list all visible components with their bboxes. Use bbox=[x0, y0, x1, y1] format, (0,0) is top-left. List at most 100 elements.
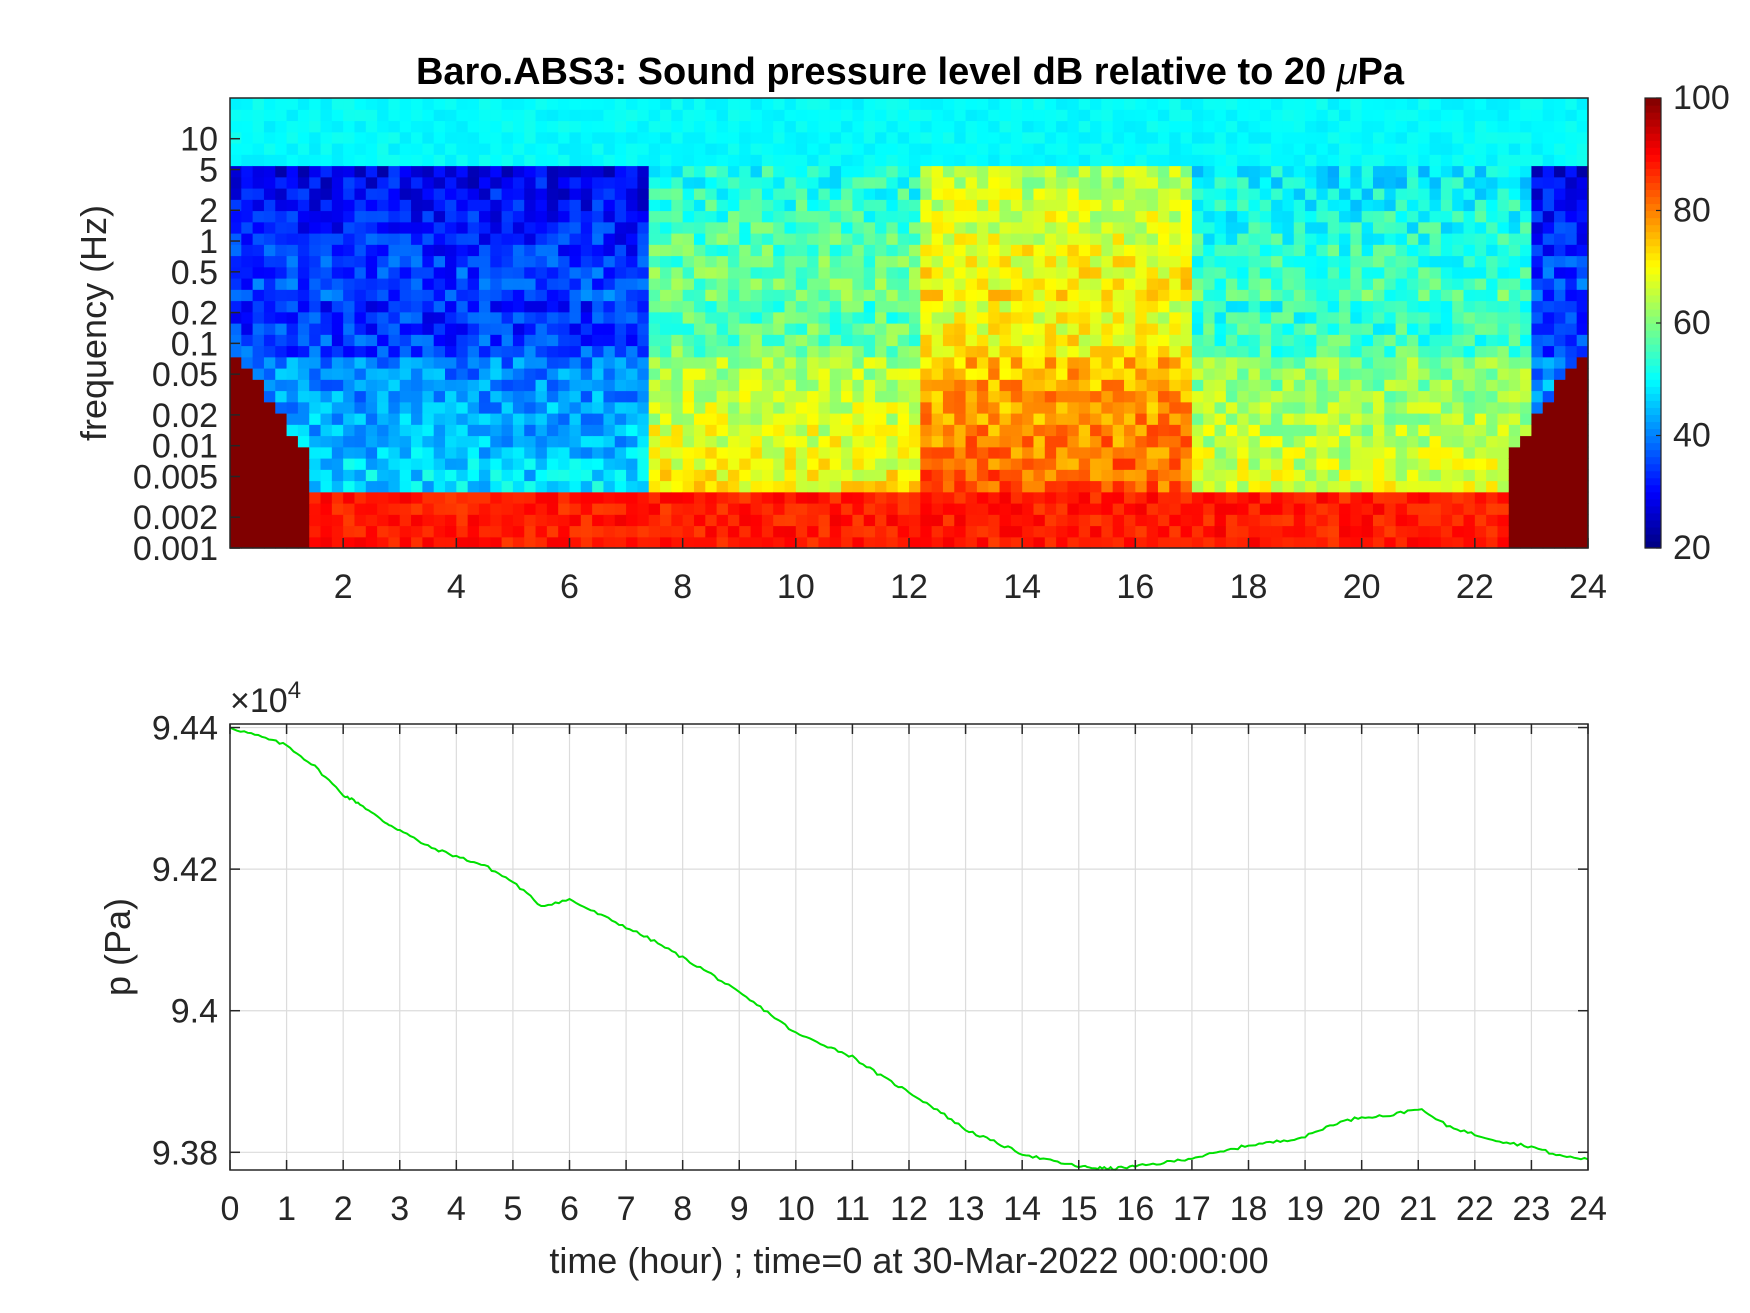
spectrogram-cell bbox=[445, 390, 457, 403]
spectrogram-cell bbox=[603, 469, 616, 482]
spectrogram-cell bbox=[467, 368, 480, 380]
spectrogram-cell bbox=[1157, 356, 1170, 369]
spectrogram-cell bbox=[1474, 334, 1487, 347]
spectrogram-cell bbox=[365, 154, 378, 167]
spectrogram-cell bbox=[275, 458, 288, 470]
spectrogram-cell bbox=[1531, 379, 1544, 392]
spectrogram-cell bbox=[1282, 244, 1295, 257]
spectrogram-cell bbox=[784, 289, 797, 302]
spectrogram-cell bbox=[297, 323, 310, 335]
spectrogram-cell bbox=[807, 424, 820, 437]
spectrogram-cell bbox=[1305, 480, 1317, 493]
spectrogram-cell bbox=[637, 458, 650, 470]
spectrogram-cell bbox=[773, 255, 786, 268]
spectrogram-cell bbox=[1124, 233, 1136, 245]
spectrogram-cell bbox=[1225, 480, 1238, 493]
spectrogram-cell bbox=[1180, 525, 1193, 538]
spectrogram-cell bbox=[286, 176, 299, 189]
spectrogram-cell bbox=[739, 446, 752, 459]
spectrogram-cell bbox=[682, 131, 695, 144]
spectrogram-cell bbox=[1542, 379, 1555, 392]
spectrogram-cell bbox=[1180, 458, 1193, 470]
spectrogram-cell bbox=[241, 536, 254, 549]
spectrogram-cell bbox=[445, 289, 457, 302]
spectrogram-cell bbox=[490, 199, 503, 212]
spectrogram-cell bbox=[1259, 435, 1272, 448]
colorbar-segment bbox=[1645, 140, 1661, 148]
spectrogram-cell bbox=[909, 514, 921, 527]
spectrogram-cell bbox=[343, 199, 356, 212]
spectrogram-cell bbox=[263, 278, 276, 290]
spectrogram-cell bbox=[1361, 131, 1374, 144]
spectrogram-cell bbox=[954, 446, 967, 459]
spectrogram-cell bbox=[727, 266, 740, 279]
spectrogram-cell bbox=[1576, 221, 1589, 234]
spectrogram-cell bbox=[1576, 424, 1589, 437]
spectrogram-cell bbox=[648, 165, 661, 178]
spectrogram-cell bbox=[558, 120, 571, 133]
spectrogram-cell bbox=[1169, 480, 1182, 493]
spectrogram-cell bbox=[1327, 311, 1340, 324]
spectrogram-cell bbox=[739, 390, 752, 403]
spectrogram-cell bbox=[252, 503, 265, 515]
spectrogram-cell bbox=[252, 413, 265, 425]
spectrogram-cell bbox=[512, 210, 525, 223]
spectrogram-cell bbox=[999, 154, 1012, 167]
spectrogram-cell bbox=[524, 334, 537, 347]
spectrogram-cell bbox=[1486, 210, 1499, 223]
spectrogram-cell bbox=[1520, 345, 1533, 358]
spectrogram-cell bbox=[365, 491, 378, 504]
spectrogram-cell bbox=[377, 154, 390, 167]
spectrogram-cell bbox=[320, 514, 333, 527]
spectrogram-cell bbox=[592, 98, 605, 110]
spectrogram-cell bbox=[1350, 300, 1363, 313]
spectrogram-cell bbox=[716, 491, 729, 504]
spectrogram-cell bbox=[1576, 311, 1589, 324]
spectrogram-cell bbox=[1101, 131, 1114, 144]
spectrogram-cell bbox=[377, 401, 390, 414]
spectrogram-cell bbox=[897, 131, 910, 144]
spectrogram-cell bbox=[535, 176, 548, 189]
spectrogram-cell bbox=[1316, 143, 1329, 155]
spectrogram-cell bbox=[1327, 469, 1340, 482]
spectrogram-cell bbox=[1078, 458, 1091, 470]
spectrogram-cell bbox=[1101, 221, 1114, 234]
spectrogram-cell bbox=[988, 233, 1001, 245]
spectrogram-cell bbox=[1327, 176, 1340, 189]
spectrogram-cell bbox=[580, 221, 593, 234]
spectrogram-cell bbox=[1350, 334, 1363, 347]
spectrogram-cell bbox=[1191, 401, 1204, 414]
spectrogram-cell bbox=[626, 244, 638, 257]
spectrogram-cell bbox=[445, 233, 457, 245]
spectrogram-cell bbox=[320, 458, 333, 470]
spectrogram-cell bbox=[1418, 424, 1431, 437]
spectrogram-cell bbox=[263, 244, 276, 257]
spectrogram-cell bbox=[1022, 266, 1035, 279]
spectrogram-cell bbox=[1022, 379, 1035, 392]
spectrogram-cell bbox=[297, 278, 310, 290]
spectrogram-cell bbox=[1316, 120, 1329, 133]
spectrogram-cell bbox=[897, 188, 910, 200]
spectrogram-cell bbox=[1542, 435, 1555, 448]
spectrogram-cell bbox=[660, 446, 672, 459]
spectrogram-cell bbox=[716, 255, 729, 268]
spectrogram-cell bbox=[1418, 278, 1431, 290]
spectrogram-cell bbox=[569, 525, 582, 538]
spectrogram-cell bbox=[535, 334, 548, 347]
spectrogram-cell bbox=[1316, 514, 1329, 527]
spectrogram-cell bbox=[603, 210, 616, 223]
spectrogram-cell bbox=[535, 390, 548, 403]
spectrogram-cell bbox=[784, 300, 797, 313]
spectrogram-cell bbox=[954, 278, 967, 290]
spectrogram-cell bbox=[1022, 435, 1035, 448]
spectrogram-cell bbox=[1225, 503, 1238, 515]
spectrogram-cell bbox=[1361, 435, 1374, 448]
spectrogram-cell bbox=[988, 98, 1001, 110]
spectrogram-cell bbox=[1010, 379, 1023, 392]
spectrogram-cell bbox=[1146, 356, 1159, 369]
spectrogram-cell bbox=[1259, 401, 1272, 414]
spectrogram-cell bbox=[1305, 458, 1317, 470]
spectrogram-cell bbox=[309, 255, 322, 268]
spectrogram-cell bbox=[1090, 109, 1102, 122]
spectrogram-cell bbox=[456, 266, 469, 279]
